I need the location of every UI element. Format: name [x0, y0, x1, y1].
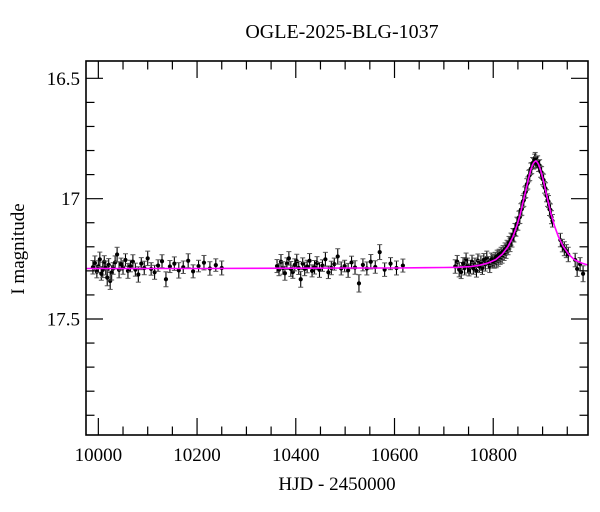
data-point — [377, 249, 382, 255]
data-point — [128, 263, 133, 269]
data-point — [167, 264, 173, 269]
data-point — [580, 271, 586, 276]
data-point — [286, 256, 291, 261]
data-point — [97, 257, 102, 262]
data-point — [342, 263, 347, 269]
data-point — [152, 270, 157, 275]
data-point — [118, 262, 124, 267]
data-point — [123, 257, 128, 263]
data-point — [191, 269, 196, 274]
data-point — [474, 268, 479, 273]
data-point — [360, 262, 366, 267]
data-point — [282, 271, 288, 276]
data-point — [332, 262, 337, 267]
axis-ticks-layer — [86, 61, 588, 435]
data-point — [136, 272, 141, 277]
y-tick-label: 16.5 — [47, 69, 80, 90]
data-point — [163, 277, 169, 282]
data-point — [298, 277, 303, 282]
data-point — [196, 263, 201, 269]
data-point — [459, 269, 464, 275]
data-point — [92, 261, 97, 266]
data-point — [388, 261, 393, 266]
x-axis-label: HJD - 2450000 — [278, 474, 395, 495]
x-tick-label: 10000 — [75, 445, 123, 466]
data-point — [106, 262, 111, 267]
data-point — [356, 281, 362, 286]
data-point — [335, 254, 340, 259]
data-point — [400, 263, 405, 268]
data-point — [159, 259, 165, 264]
plot-title: OGLE-2025-BLG-1037 — [245, 21, 438, 43]
data-point — [172, 261, 177, 266]
data-point — [176, 268, 181, 273]
data-point — [186, 258, 191, 263]
data-point — [309, 268, 315, 273]
data-point — [368, 259, 373, 264]
data-point — [349, 260, 354, 265]
model-curve — [86, 160, 589, 270]
plot-frame-layer — [85, 60, 589, 436]
data-point — [114, 252, 120, 257]
tick-labels-layer: 10000 10200 10400 10600 10800 16.5 17 17.5 — [47, 69, 517, 466]
data-point — [105, 275, 110, 280]
plot-frame — [85, 60, 589, 436]
data-point — [139, 261, 144, 266]
data-point — [575, 266, 580, 272]
y-tick-label: 17 — [61, 189, 80, 210]
x-tick-label: 10600 — [371, 445, 419, 466]
data-point — [213, 262, 218, 268]
data-point — [346, 268, 351, 273]
data-point — [314, 261, 320, 266]
y-axis-label: I magnitude — [8, 203, 29, 294]
x-tick-label: 10200 — [173, 445, 221, 466]
data-point — [307, 258, 312, 263]
x-tick-label: 10800 — [469, 445, 517, 466]
model-curve-layer — [86, 160, 589, 270]
data-point — [320, 263, 325, 268]
data-point — [323, 257, 328, 262]
x-tick-label: 10400 — [272, 445, 320, 466]
y-tick-label: 17.5 — [47, 309, 80, 330]
data-point — [326, 270, 331, 275]
data-point — [145, 256, 150, 261]
data-point — [480, 265, 485, 271]
data-points-layer — [90, 151, 586, 293]
data-point — [292, 262, 297, 267]
data-point — [155, 263, 161, 268]
data-point — [274, 263, 280, 269]
data-point — [201, 260, 207, 265]
data-point — [125, 268, 131, 273]
